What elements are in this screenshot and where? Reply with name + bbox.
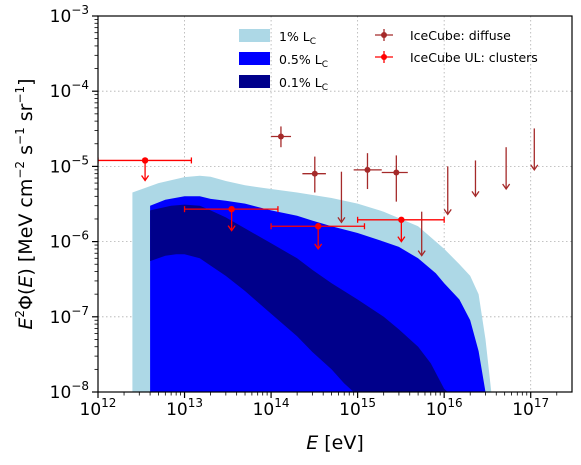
x-tick-label: 1017	[512, 396, 549, 420]
diffuse-point	[302, 156, 326, 193]
diffuse-marker	[277, 133, 284, 140]
cluster-upper-limit	[270, 223, 366, 251]
y-tick-label: 10−5	[50, 153, 89, 177]
legend-label-diffuse: IceCube: diffuse	[410, 28, 511, 43]
y-axis-label: E2Φ(E) [MeV cm−2 s−1 sr−1]	[13, 78, 37, 329]
diffuse-upper-limit	[471, 160, 480, 198]
diffuse-point	[353, 153, 382, 190]
y-tick-label: 10−6	[50, 229, 89, 253]
upper-limit-arrowhead	[314, 243, 323, 251]
upper-limit-arrowhead	[530, 164, 539, 171]
diffuse-upper-limit	[443, 166, 452, 216]
y-tick-label: 10−3	[50, 3, 89, 27]
axis-ticks: 1012 1013 1014 1015 1016 1017 10−8 10−7 10−6 10−5…	[50, 3, 558, 420]
legend-marker-clusters	[375, 51, 393, 63]
cluster-marker	[141, 157, 149, 164]
legend-label-clusters: IceCube UL: clusters	[410, 50, 538, 65]
cluster-upper-limit	[98, 157, 193, 182]
legend-swatch-0-1pct	[239, 75, 270, 88]
cluster-upper-limit	[183, 205, 279, 232]
diffuse-upper-limit	[417, 211, 426, 257]
band-2	[150, 204, 448, 392]
diffuse-upper-limit	[530, 128, 539, 171]
diffuse-point	[381, 155, 408, 202]
x-axis-label: E [eV]	[306, 432, 364, 454]
legend-marker-diffuse	[375, 29, 393, 41]
legend-label-1pct: 1% LC	[279, 29, 316, 47]
diffuse-upper-limit	[337, 171, 346, 224]
y-tick-label: 10−8	[50, 379, 89, 403]
legend: 1% LC 0.5% LC 0.1% LC IceCube: diffuse I…	[239, 28, 538, 93]
legend-swatch-0-5pct	[239, 52, 270, 65]
data-points	[98, 126, 539, 257]
diffuse-marker	[364, 166, 371, 173]
upper-limit-arrowhead	[502, 183, 511, 191]
x-tick-label: 1015	[339, 396, 376, 420]
plot-frame	[97, 15, 573, 393]
upper-limit-arrowhead	[471, 190, 480, 198]
upper-limit-arrowhead	[397, 236, 406, 243]
legend-label-0-1pct: 0.1% LC	[279, 75, 328, 93]
emission-bands	[132, 175, 492, 392]
cluster-upper-limit	[356, 216, 445, 243]
diffuse-upper-limit	[502, 147, 511, 191]
x-tick-label: 1013	[166, 396, 203, 420]
diffuse-marker	[311, 170, 318, 177]
legend-label-0-5pct: 0.5% LC	[279, 52, 328, 70]
cluster-marker	[314, 223, 322, 230]
cluster-marker	[228, 205, 235, 213]
y-tick-label: 10−7	[50, 304, 89, 328]
x-tick-label: 1016	[426, 396, 463, 420]
upper-limit-arrowhead	[141, 175, 150, 182]
diffuse-marker	[393, 169, 400, 176]
upper-limit-arrowhead	[337, 217, 346, 224]
cluster-marker	[398, 216, 405, 223]
upper-limit-arrowhead	[417, 250, 426, 257]
upper-limit-arrowhead	[443, 209, 452, 216]
x-tick-label: 1012	[80, 396, 117, 420]
diffuse-point	[271, 126, 292, 148]
y-tick-label: 10−4	[50, 78, 89, 102]
upper-limit-arrowhead	[227, 225, 236, 232]
legend-swatch-1pct	[239, 29, 270, 42]
x-tick-label: 1014	[253, 396, 290, 420]
